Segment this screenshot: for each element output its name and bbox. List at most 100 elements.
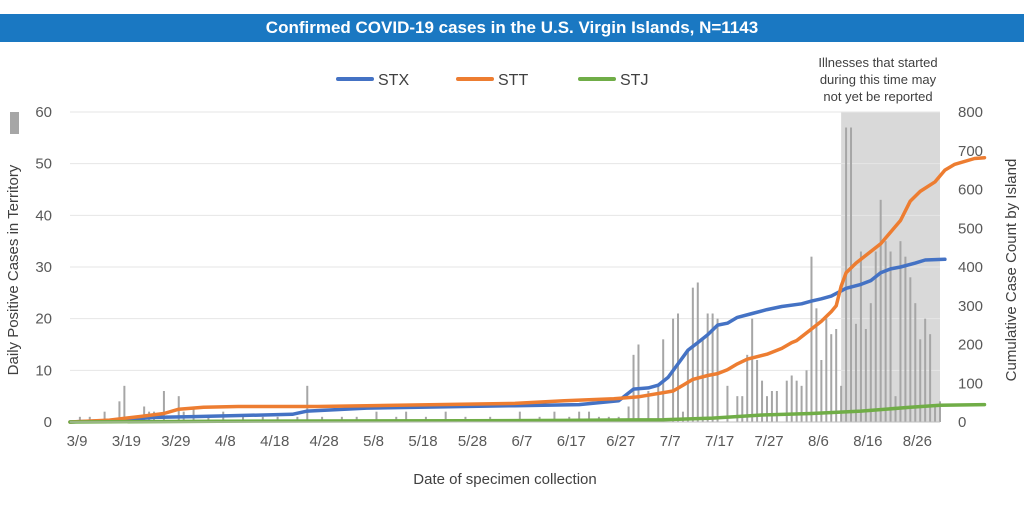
daily-bar xyxy=(677,313,680,422)
daily-bar xyxy=(869,303,872,422)
x-tick-label: 5/18 xyxy=(408,433,437,450)
right-tick-label: 500 xyxy=(958,220,983,237)
daily-bar xyxy=(647,391,650,422)
x-ticks: 3/9 3/19 3/29 4/8 4/18 4/28 5/8 5/18 5/28 6/7 6/17… xyxy=(67,433,932,450)
daily-bar xyxy=(118,401,121,422)
series-line-stx xyxy=(68,257,947,424)
x-tick-label: 8/26 xyxy=(903,433,932,450)
x-tick-label: 8/16 xyxy=(853,433,882,450)
left-tick-label: 20 xyxy=(35,311,52,328)
left-tick-label: 10 xyxy=(35,362,52,379)
right-tick-label: 200 xyxy=(958,337,983,354)
annotation-line: during this time may xyxy=(820,72,937,87)
daily-bar xyxy=(919,339,922,422)
daily-bar xyxy=(929,334,932,422)
x-tick-label: 6/7 xyxy=(511,433,532,450)
daily-bar xyxy=(123,385,126,422)
daily-bar xyxy=(830,334,833,422)
daily-bar xyxy=(765,396,768,422)
daily-bar xyxy=(815,308,818,422)
daily-bar xyxy=(840,385,843,422)
daily-bar xyxy=(588,411,591,422)
daily-bar xyxy=(681,411,684,422)
daily-bar xyxy=(859,251,862,422)
daily-bar xyxy=(736,396,739,422)
right-tick-label: 100 xyxy=(958,375,983,392)
daily-bar xyxy=(805,370,808,422)
daily-bar xyxy=(726,385,729,422)
annotation-line: not yet be reported xyxy=(823,89,932,104)
daily-bar xyxy=(706,313,709,422)
daily-bar xyxy=(879,199,882,422)
daily-bar xyxy=(627,406,630,422)
daily-bar xyxy=(874,251,877,422)
daily-bar xyxy=(800,385,803,422)
daily-bar xyxy=(578,411,581,422)
right-tick-label: 400 xyxy=(958,259,983,276)
x-axis-title: Date of specimen collection xyxy=(413,471,596,488)
daily-bar xyxy=(711,313,714,422)
daily-bar xyxy=(904,256,907,422)
right-tick-label: 300 xyxy=(958,298,983,315)
daily-bar xyxy=(192,406,195,422)
x-tick-label: 3/19 xyxy=(112,433,141,450)
daily-bar xyxy=(375,411,378,422)
daily-bar xyxy=(790,375,793,422)
daily-bar xyxy=(909,277,912,422)
daily-bar xyxy=(691,287,694,422)
right-tick-label: 0 xyxy=(958,414,966,431)
daily-bar xyxy=(686,349,689,422)
daily-bar xyxy=(884,241,887,422)
daily-bar xyxy=(207,416,210,422)
daily-bar xyxy=(518,411,521,422)
x-tick-label: 7/7 xyxy=(660,433,681,450)
daily-bar xyxy=(444,411,447,422)
daily-bar xyxy=(751,318,754,422)
daily-bar xyxy=(785,380,788,422)
x-tick-label: 3/9 xyxy=(67,433,88,450)
legend-label-stt: STT xyxy=(498,72,528,89)
daily-bar xyxy=(914,303,917,422)
x-tick-label: 4/8 xyxy=(215,433,236,450)
x-tick-label: 7/17 xyxy=(705,433,734,450)
x-tick-label: 3/29 xyxy=(161,433,190,450)
daily-bar xyxy=(78,416,81,422)
legend-label-stx: STX xyxy=(378,72,409,89)
daily-bar xyxy=(553,411,556,422)
daily-bar xyxy=(103,411,106,422)
daily-bar xyxy=(825,318,828,422)
daily-bar xyxy=(899,241,902,422)
daily-bar xyxy=(770,391,773,422)
x-tick-label: 4/28 xyxy=(310,433,339,450)
daily-bar xyxy=(696,282,699,422)
x-tick-label: 5/28 xyxy=(458,433,487,450)
daily-bar xyxy=(657,385,660,422)
daily-bar xyxy=(810,256,813,422)
right-tick-label: 600 xyxy=(958,182,983,199)
left-tick-label: 60 xyxy=(35,104,52,121)
right-tick-label: 700 xyxy=(958,143,983,160)
x-tick-label: 4/18 xyxy=(260,433,289,450)
daily-bar xyxy=(701,339,704,422)
daily-bar xyxy=(306,385,309,422)
daily-bar xyxy=(405,411,408,422)
left-y-ticks: 0 10 20 30 40 50 60 xyxy=(35,104,52,431)
right-tick-label: 800 xyxy=(958,104,983,121)
chart-title: Confirmed COVID-19 cases in the U.S. Vir… xyxy=(265,18,759,37)
daily-bar xyxy=(835,329,838,422)
x-tick-label: 8/6 xyxy=(808,433,829,450)
daily-bar xyxy=(934,406,937,422)
x-tick-label: 6/27 xyxy=(606,433,635,450)
annotation: Illnesses that started during this time m… xyxy=(818,55,937,104)
series-line-stt xyxy=(68,155,987,424)
daily-bar xyxy=(756,360,759,422)
right-y-axis-title: Cumulative Case Count by Island xyxy=(1003,159,1020,382)
x-tick-label: 7/27 xyxy=(754,433,783,450)
cumulative-lines xyxy=(68,155,987,424)
annotation-line: Illnesses that started xyxy=(818,55,937,70)
daily-bar xyxy=(854,323,857,422)
daily-bar xyxy=(716,318,719,422)
daily-bar xyxy=(637,344,640,422)
daily-bar xyxy=(746,354,749,422)
